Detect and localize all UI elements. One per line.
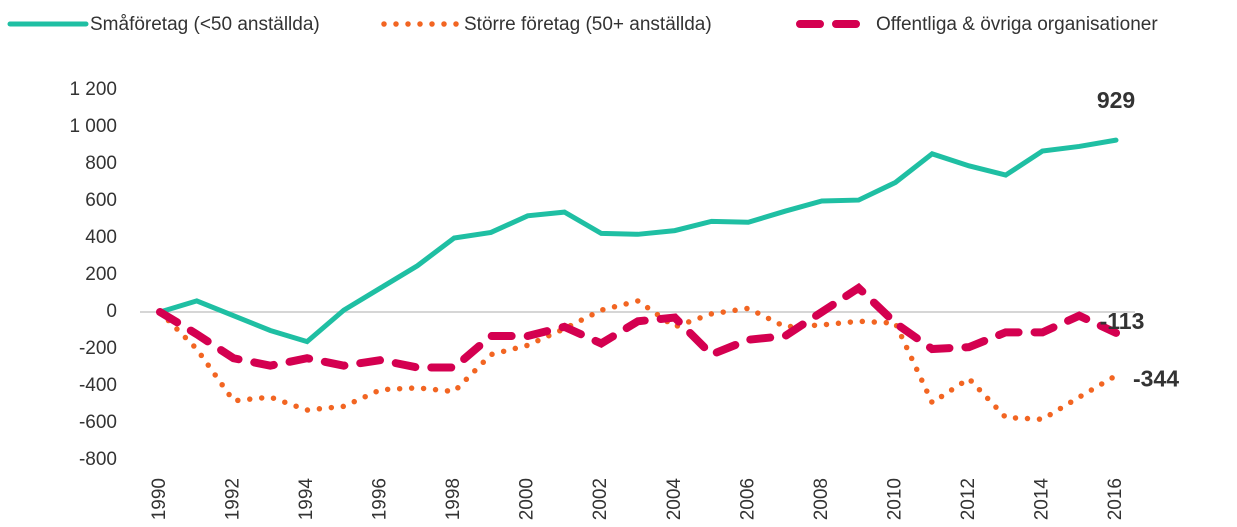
y-tick-label: 400 — [85, 227, 117, 248]
x-tick-label: 1990 — [149, 478, 170, 520]
series-line — [157, 297, 1119, 423]
y-tick-label: 800 — [85, 153, 117, 174]
x-tick-label: 2010 — [884, 478, 905, 520]
y-tick-label: -800 — [79, 449, 117, 470]
series-line — [156, 282, 1120, 372]
legend-label: Småföretag (<50 anställda) — [90, 14, 320, 35]
x-tick-label: 2000 — [517, 478, 538, 520]
y-tick-label: -600 — [79, 412, 117, 433]
y-tick-label: 1 200 — [69, 79, 117, 100]
end-label: -344 — [1133, 366, 1179, 392]
x-tick-label: 2012 — [958, 478, 979, 520]
series-line — [157, 137, 1119, 345]
end-label: 929 — [1097, 87, 1135, 113]
x-tick-label: 2014 — [1031, 478, 1052, 521]
legend-label: Offentliga & övriga organisationer — [876, 14, 1158, 35]
x-tick-label: 2004 — [664, 478, 685, 521]
end-label: -113 — [1100, 308, 1145, 334]
legend-label: Större företag (50+ anställda) — [464, 14, 712, 35]
x-tick-label: 2016 — [1105, 478, 1126, 520]
y-tick-label: 1 000 — [69, 116, 117, 137]
x-tick-label: 2002 — [590, 478, 611, 520]
x-tick-label: 1996 — [370, 478, 391, 520]
y-tick-label: 600 — [85, 190, 117, 211]
x-tick-label: 1998 — [443, 478, 464, 520]
x-tick-label: 2008 — [811, 478, 832, 520]
x-tick-label: 1994 — [296, 478, 317, 521]
y-tick-label: 0 — [106, 301, 117, 322]
x-tick-label: 1992 — [223, 478, 244, 520]
x-tick-label: 2006 — [737, 478, 758, 520]
y-tick-label: -400 — [79, 375, 117, 396]
y-tick-label: -200 — [79, 338, 117, 359]
y-tick-label: 200 — [85, 264, 117, 285]
